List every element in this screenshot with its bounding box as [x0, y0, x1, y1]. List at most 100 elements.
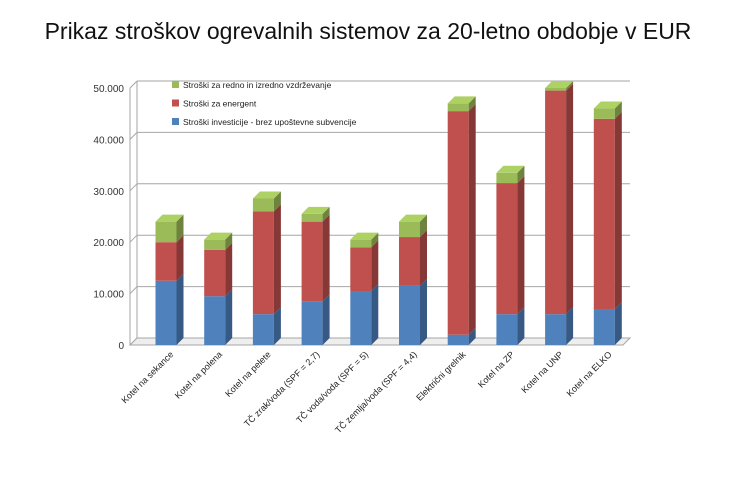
bar-segment	[545, 314, 567, 345]
bar-segment	[301, 301, 323, 345]
bar-stack	[593, 101, 622, 345]
bar-segment-top	[155, 214, 184, 222]
bar-segment	[204, 239, 226, 250]
y-tick-label: 10.000	[93, 290, 124, 301]
y-tick-label: 40.000	[93, 135, 124, 146]
bar-segment-side	[420, 214, 427, 238]
bar-segment-top	[545, 81, 574, 88]
bar-segment-side	[517, 307, 525, 345]
bar-segment	[496, 172, 518, 184]
bar-segment-side	[614, 101, 622, 119]
x-category-label: Kotel na ZP	[476, 349, 516, 389]
bar-segment-side	[273, 191, 281, 212]
bar-segment	[252, 211, 274, 315]
bar-segment-side	[322, 214, 330, 302]
bar-segment-side	[517, 176, 525, 315]
bars-layer	[155, 81, 622, 345]
bar-segment-side	[322, 206, 330, 222]
bar-segment	[350, 239, 372, 248]
bar-segment-side	[225, 232, 233, 250]
bar-segment-top	[447, 96, 476, 104]
bar-segment	[545, 90, 567, 315]
bar-stack	[155, 214, 184, 345]
x-category-label: Kotel na UNP	[519, 349, 565, 395]
x-category-label: Kotel na ELKO	[565, 349, 614, 398]
bar-segment-top	[252, 191, 281, 199]
bar-stack	[252, 191, 281, 345]
bar-segment	[399, 285, 420, 345]
bar-stack	[204, 232, 233, 345]
bar-stack	[447, 96, 476, 345]
bar-segment-side	[468, 104, 476, 335]
y-tick-label: 50.000	[93, 84, 124, 95]
bar-segment	[496, 183, 518, 315]
x-category-label: Kotel na polena	[173, 349, 224, 400]
bar-segment-side	[614, 302, 622, 345]
y-tick-labels: 0 10.000 20.000 30.000 40.000 50.000	[93, 84, 124, 352]
bar-segment	[204, 249, 226, 297]
bar-segment	[301, 213, 323, 222]
bar-segment	[545, 88, 567, 91]
bar-segment-top	[301, 206, 330, 214]
bar-segment-side	[176, 235, 184, 281]
bar-segment	[593, 108, 615, 119]
bar-segment-top	[350, 232, 379, 240]
bar-segment-side	[371, 232, 379, 248]
bar-segment	[204, 296, 226, 345]
bar-segment-side	[517, 165, 525, 184]
gridline-side	[129, 183, 138, 192]
bar-stack	[350, 232, 379, 345]
bar-segment	[301, 221, 323, 302]
bar-segment-top	[399, 214, 427, 222]
bar-segment-side	[468, 327, 476, 345]
bar-segment-side	[420, 230, 427, 286]
bar-stack	[496, 165, 525, 345]
bar-segment	[155, 221, 177, 243]
legend-swatch	[172, 99, 179, 107]
bar-segment-side	[273, 204, 281, 315]
bar-segment-side	[614, 111, 622, 310]
bar-segment-side	[566, 83, 574, 315]
y-tick-label: 0	[118, 341, 124, 352]
x-category-label: TČ zemlja/voda (SPF = 4,4)	[333, 349, 419, 435]
bar-segment	[350, 291, 372, 345]
gridline-side	[129, 286, 138, 294]
chart-title: Prikaz stroškov ogrevalnih sistemov za 2…	[44, 18, 692, 44]
x-category-label: Kotel na pelete	[223, 349, 273, 399]
bar-segment-side	[225, 289, 233, 345]
bar-segment-side	[566, 81, 574, 91]
gridline-side	[129, 80, 138, 89]
bar-segment	[155, 280, 177, 345]
legend: Stroški za redno in izredno vzdrževanje S…	[172, 80, 357, 127]
bar-segment-side	[322, 294, 330, 345]
y-tick-label: 30.000	[93, 187, 124, 198]
gridline-side	[129, 234, 138, 243]
bar-segment-side	[225, 242, 233, 297]
gridline-side	[129, 132, 138, 140]
x-category-label: Kotel na sekance	[120, 349, 176, 405]
bar-segment	[350, 247, 372, 292]
legend-label: Stroški investicije - brez upoštevne sub…	[183, 117, 357, 127]
bar-segment-side	[176, 214, 184, 243]
x-category-label: Električni grelnik	[414, 349, 468, 403]
bar-segment	[252, 314, 274, 345]
bar-segment	[593, 118, 615, 310]
legend-label: Stroški za energent	[183, 99, 257, 109]
y-tick-label: 20.000	[93, 238, 124, 249]
bar-segment-side	[371, 240, 379, 292]
bar-segment	[155, 242, 177, 281]
bar-segment-side	[176, 273, 184, 345]
bar-segment-top	[204, 232, 233, 240]
bar-segment	[252, 198, 274, 212]
bar-segment	[496, 314, 518, 345]
legend-swatch	[172, 118, 179, 125]
legend-swatch	[172, 81, 179, 88]
bar-segment	[447, 103, 469, 112]
legend-label: Stroški za redno in izredno vzdrževanje	[183, 80, 332, 90]
bar-segment-side	[468, 96, 476, 112]
bar-segment-top	[593, 101, 622, 109]
bar-segment-side	[566, 307, 574, 345]
bar-segment-top	[496, 165, 525, 173]
